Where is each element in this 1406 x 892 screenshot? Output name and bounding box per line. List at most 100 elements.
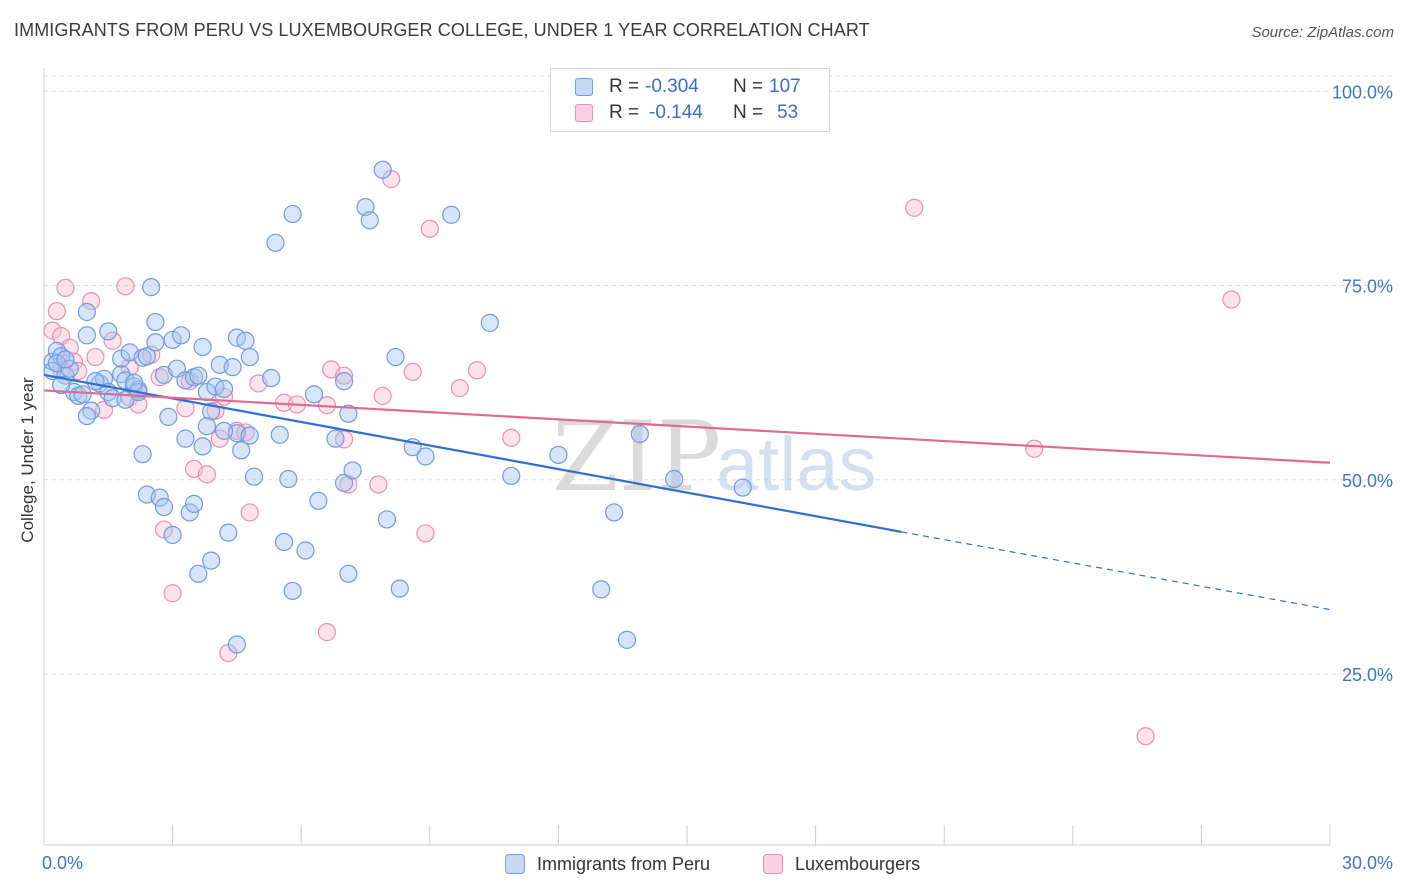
luxembourger-point: [420, 219, 439, 238]
legend-n-value: 53: [777, 102, 799, 123]
peru-point: [56, 350, 75, 369]
luxembourger-point: [416, 524, 435, 543]
peru-point: [133, 445, 152, 464]
peru-point: [214, 421, 234, 440]
peru-point: [77, 406, 96, 426]
peru-point: [150, 488, 169, 507]
peru-point: [279, 469, 298, 489]
peru-point: [386, 347, 405, 367]
peru-point: [304, 385, 324, 404]
source-note: Source: ZipAtlas.com: [1251, 24, 1394, 41]
peru-point: [502, 466, 521, 486]
peru-point: [202, 551, 221, 570]
legend-swatch-luxembourgers: [763, 854, 783, 874]
peru-point: [142, 278, 161, 297]
peru-points: [43, 160, 752, 654]
peru-point: [154, 497, 174, 517]
trend-lines: [43, 373, 1331, 611]
luxembourger-point: [450, 379, 469, 398]
peru-point: [326, 429, 345, 448]
stats-legend: R = -0.304 N = 107 R = -0.144 N = 53: [550, 68, 830, 132]
legend-r-value: -0.144: [649, 102, 703, 123]
peru-point: [266, 233, 285, 252]
peru-point: [665, 469, 684, 489]
peru-point: [283, 581, 302, 601]
luxembourger-point: [1136, 727, 1155, 746]
y-tick-label: 25.0%: [1342, 665, 1393, 685]
peru-point: [176, 429, 195, 448]
peru-point: [232, 441, 251, 460]
peru-point: [77, 326, 96, 345]
luxembourger-point: [56, 278, 75, 297]
peru-point: [189, 564, 208, 583]
peru-point: [236, 331, 255, 350]
luxembourger-trend-line: [43, 389, 1331, 464]
y-tick-label: 100.0%: [1332, 82, 1393, 102]
peru-point: [334, 473, 354, 493]
peru-point: [163, 525, 182, 545]
peru-point: [416, 447, 435, 466]
peru-point: [296, 541, 315, 560]
luxembourger-point: [317, 623, 337, 642]
peru-point: [343, 461, 362, 480]
luxembourger-point: [86, 347, 105, 367]
peru-point: [244, 467, 264, 486]
peru-point: [270, 425, 289, 444]
legend-swatch-peru: [575, 78, 593, 96]
legend-n-label: N =: [733, 76, 764, 97]
series-legend: Immigrants from Peru Luxembourgers: [0, 852, 1406, 878]
luxembourger-point: [103, 331, 122, 350]
luxembourger-point: [369, 475, 388, 494]
peru-point: [605, 503, 624, 522]
peru-point: [77, 302, 96, 322]
peru-trend-line: [43, 373, 902, 533]
peru-point: [227, 635, 246, 654]
luxembourger-point: [47, 302, 66, 321]
peru-point: [214, 379, 234, 399]
peru-point: [124, 373, 144, 392]
peru-point: [334, 372, 354, 391]
luxembourger-point: [502, 428, 521, 447]
y-tick-label: 50.0%: [1342, 471, 1393, 491]
peru-point: [262, 368, 281, 388]
peru-point: [283, 204, 302, 224]
peru-point: [184, 494, 204, 513]
gridlines: [44, 75, 1392, 675]
peru-point: [163, 330, 182, 350]
peru-point: [339, 564, 358, 583]
peru-point: [52, 375, 71, 395]
peru-point: [146, 333, 165, 352]
legend-swatch-peru: [505, 854, 525, 874]
peru-point: [180, 503, 199, 522]
peru-point: [442, 205, 461, 224]
legend-n-value: 107: [769, 76, 801, 97]
luxembourger-point: [197, 465, 216, 484]
luxembourger-point: [1222, 290, 1241, 309]
peru-point: [86, 372, 105, 391]
legend-r-label: R =: [609, 102, 640, 123]
luxembourger-point: [373, 386, 392, 405]
luxembourger-point: [43, 321, 62, 340]
peru-point: [137, 347, 156, 366]
luxembourger-point: [905, 198, 924, 217]
luxembourger-point: [467, 361, 487, 380]
luxembourger-point: [403, 362, 422, 381]
luxembourger-point: [154, 520, 174, 539]
peru-point: [630, 424, 649, 444]
tick-labels: 25.0% 50.0% 75.0% 100.0% 0.0% 30.0%: [42, 82, 1393, 873]
luxembourger-point: [240, 503, 259, 522]
peru-point: [219, 523, 238, 542]
peru-point: [339, 404, 358, 423]
peru-point: [309, 491, 328, 510]
luxembourger-point: [82, 292, 101, 311]
y-tick-label: 75.0%: [1342, 277, 1393, 297]
legend-swatch-luxembourgers: [575, 104, 593, 122]
luxembourger-point: [334, 366, 354, 385]
legend-r-label: R =: [609, 76, 640, 97]
peru-point: [197, 417, 216, 436]
peru-point: [549, 445, 568, 465]
peru-point: [159, 407, 178, 426]
peru-point: [274, 532, 294, 552]
axes: [43, 68, 1331, 846]
